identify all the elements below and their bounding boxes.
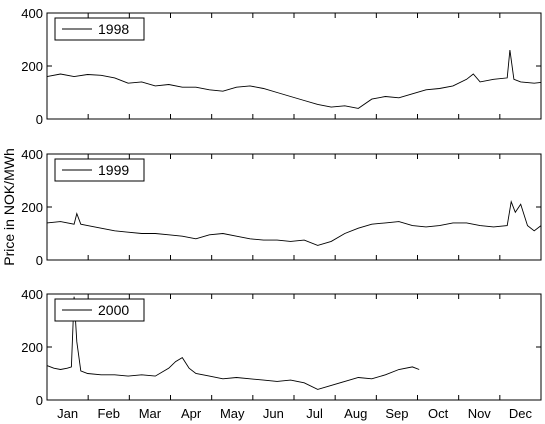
x-tick-label: Dec [509,406,533,421]
y-tick-label: 400 [21,147,43,162]
y-axis-label: Price in NOK/MWh [1,148,17,265]
x-tick-label: Jul [306,406,323,421]
x-tick-label: Sep [385,406,408,421]
legend: 1999 [54,158,145,182]
y-tick-label: 0 [36,393,43,408]
x-tick-label: Aug [344,406,367,421]
x-axis: Jan Feb Mar Apr May Jun Jul Aug Sep Oct Nov Dec [57,406,532,421]
y-tick-label: 400 [21,6,43,21]
legend: 2000 [54,298,145,322]
legend-entry: 1998 [98,21,129,37]
legend: 1998 [54,17,145,41]
y-tick-label: 200 [21,200,43,215]
x-tick-label: Mar [139,406,162,421]
legend-box [54,158,145,182]
chart-panels: 0 200 400 1998 0 200 400 1999 0 200 400 2000 [21,6,542,408]
x-tick-label: Jun [263,406,284,421]
y-tick-label: 400 [21,287,43,302]
series-line-2000 [46,296,420,390]
x-tick-label: Nov [468,406,492,421]
legend-box [54,17,145,41]
panel-1999: 0 200 400 1999 [21,147,542,268]
series-line-1998 [46,50,542,109]
y-tick-label: 0 [36,253,43,268]
legend-entry: 2000 [98,302,129,318]
legend-entry: 1999 [98,162,129,178]
legend-box [54,298,145,322]
y-tick-label: 200 [21,59,43,74]
panel-2000: 0 200 400 2000 [21,287,542,408]
y-tick-label: 0 [36,112,43,127]
x-tick-label: Apr [181,406,202,421]
x-tick-label: May [220,406,245,421]
panel-1998: 0 200 400 1998 [21,6,542,127]
y-tick-label: 200 [21,340,43,355]
x-tick-label: Oct [428,406,449,421]
x-tick-label: Jan [57,406,78,421]
x-tick-label: Feb [98,406,120,421]
series-line-1999 [46,200,542,246]
